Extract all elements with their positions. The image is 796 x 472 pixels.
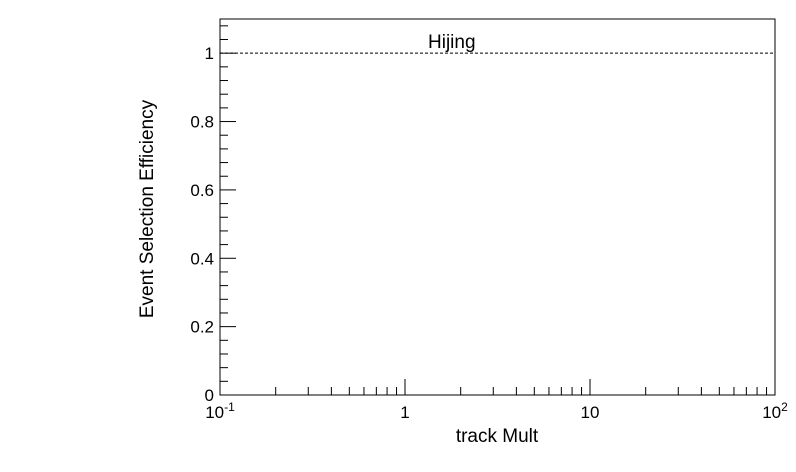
y-axis-title: Event Selection Efficiency <box>137 99 158 318</box>
axis-ticks <box>219 25 776 396</box>
y-tick-label: 0.6 <box>190 181 214 200</box>
x-tick-label: 1 <box>400 403 409 422</box>
x-tick-label: 10 <box>581 403 600 422</box>
y-tick-label: 0 <box>205 386 214 405</box>
axis-tick-labels: 0 0.2 0.4 0.6 0.8 1 10-1 1 10 102 <box>190 44 788 422</box>
annotation-hijing: Hijing <box>428 32 476 53</box>
y-tick-label: 0.4 <box>190 249 214 268</box>
plot-frame <box>219 18 776 396</box>
x-tick-label: 102 <box>762 400 788 422</box>
x-tick-label: 10-1 <box>205 400 235 422</box>
y-tick-label: 1 <box>205 44 214 63</box>
y-tick-label: 0.8 <box>190 113 214 132</box>
y-tick-label: 0.2 <box>190 318 214 337</box>
x-axis-title: track Mult <box>456 426 539 447</box>
